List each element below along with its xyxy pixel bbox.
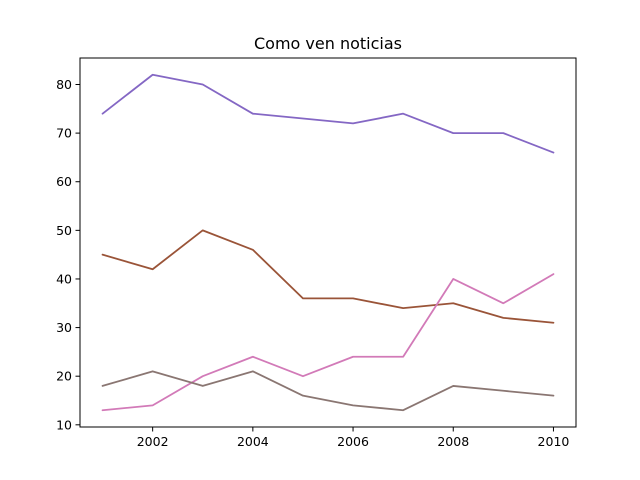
y-tick-label: 50 xyxy=(56,223,72,238)
series-line-2 xyxy=(101,229,555,324)
series-line-4 xyxy=(101,370,555,412)
y-tick-label: 10 xyxy=(56,417,72,432)
y-tick-label: 40 xyxy=(56,271,72,286)
y-tick-label: 80 xyxy=(56,77,72,92)
series-layer xyxy=(101,73,555,412)
chart-title: Como ven noticias xyxy=(254,34,402,53)
series-line-3 xyxy=(101,273,555,412)
y-tick-label: 20 xyxy=(56,369,72,384)
series-line-1 xyxy=(101,73,555,154)
y-tick-label: 70 xyxy=(56,126,72,141)
x-tick-label: 2006 xyxy=(337,434,369,449)
x-tick-label: 2008 xyxy=(437,434,469,449)
x-tick-label: 2002 xyxy=(137,434,169,449)
plot-area-frame xyxy=(79,57,577,428)
x-tick-label: 2010 xyxy=(538,434,570,449)
y-tick-label: 30 xyxy=(56,320,72,335)
y-tick-label: 60 xyxy=(56,174,72,189)
x-tick-label: 2004 xyxy=(237,434,269,449)
